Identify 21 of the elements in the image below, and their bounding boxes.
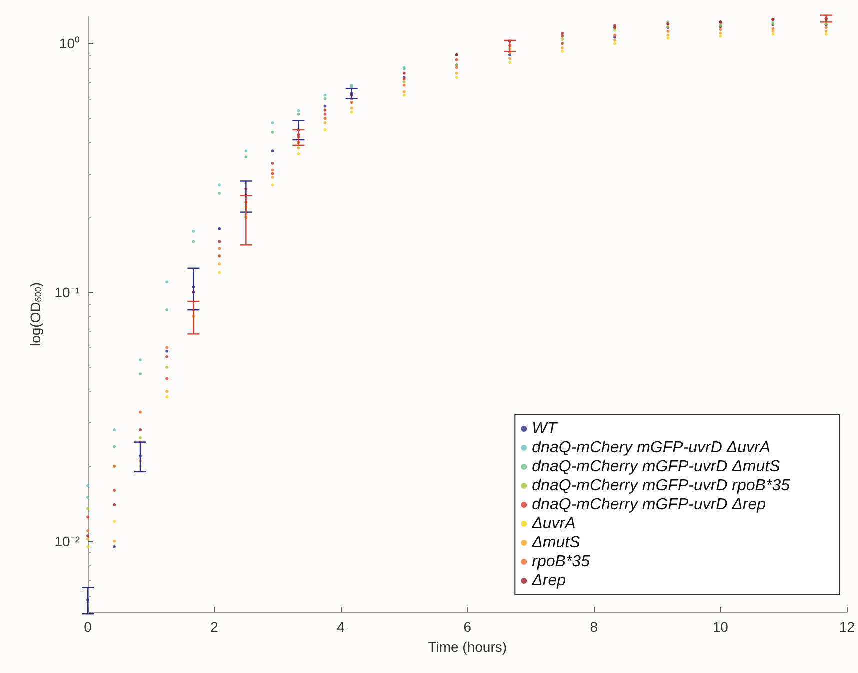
x-tick-label: 0 bbox=[84, 619, 92, 635]
x-tick-label: 6 bbox=[464, 619, 472, 635]
y-axis-title: log(OD600) bbox=[28, 282, 44, 347]
y-tick-label: 10⁰ bbox=[59, 36, 80, 52]
legend-label: ΔuvrA bbox=[531, 516, 576, 532]
x-tick-label: 4 bbox=[337, 619, 346, 635]
x-axis-title: Time (hours) bbox=[428, 639, 508, 655]
legend-label: ΔmutS bbox=[531, 534, 581, 552]
legend-label: WT bbox=[532, 420, 558, 438]
legend-label: dnaQ-mCherry mGFP-uvrD rpoB*35 bbox=[532, 478, 790, 494]
legend-label: dnaQ-mChery mGFP-uvrD ΔuvrA bbox=[532, 440, 770, 456]
legend-label: dnaQ-mCherry mGFP-uvrD Δrep bbox=[532, 496, 766, 514]
x-tick-label: 12 bbox=[839, 619, 856, 635]
x-tick-label: 8 bbox=[590, 619, 598, 635]
x-tick-label: 2 bbox=[210, 619, 219, 635]
y-tick-label: 10⁻² bbox=[54, 533, 80, 550]
x-tick-label: 10 bbox=[712, 619, 729, 635]
legend-label: Δrep bbox=[531, 572, 566, 590]
legend-label: rpoB*35 bbox=[532, 554, 590, 570]
y-tick-label: 10⁻¹ bbox=[54, 284, 80, 301]
legend-label: dnaQ-mCherry mGFP-uvrD ΔmutS bbox=[532, 458, 781, 476]
